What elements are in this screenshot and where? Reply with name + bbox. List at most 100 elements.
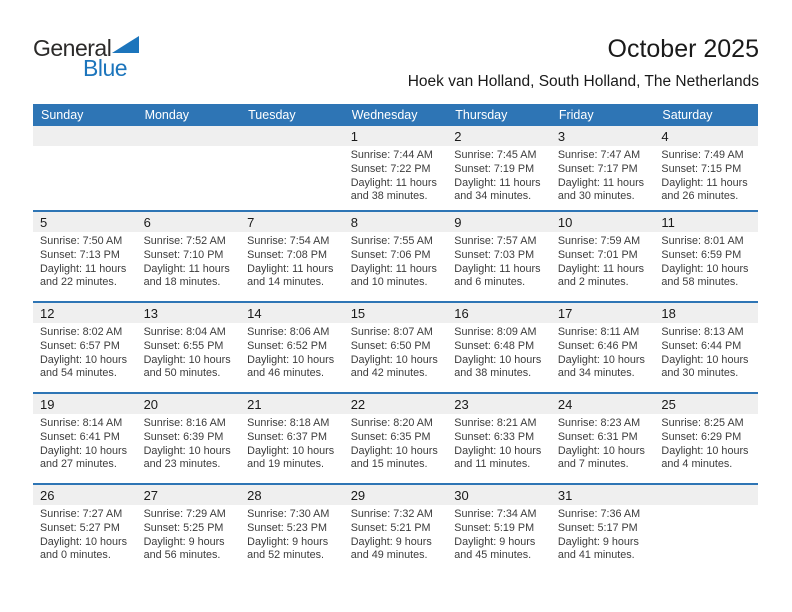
day-number: 4 (661, 129, 669, 144)
empty-day-cell (654, 485, 758, 574)
daylight-text-line2: and 7 minutes. (557, 458, 629, 471)
daylight-text-line1: Daylight: 11 hours (143, 262, 230, 275)
day-details: Sunrise: 8:23 AM Sunset: 6:31 PM Daylight:… (551, 414, 655, 472)
day-number-band: 15 (343, 303, 448, 323)
daylight-text-line2: and 46 minutes. (247, 367, 324, 380)
daylight-text-line1: Daylight: 11 hours (247, 262, 334, 275)
sunset-text: Sunset: 6:35 PM (350, 430, 431, 443)
daylight-text-line1: Daylight: 11 hours (661, 176, 748, 189)
daylight-text-line2: and 18 minutes. (143, 276, 221, 289)
day-number-band: 12 (33, 303, 137, 323)
daylight-text-line2: and 56 minutes. (143, 549, 221, 562)
day-number-band: 25 (654, 394, 758, 414)
daylight-text-line2: and 42 minutes. (350, 367, 428, 380)
sunrise-text: Sunrise: 8:21 AM (454, 417, 537, 429)
day-cell-27: 27 Sunrise: 7:29 AM Sunset: 5:25 PM Dayligh… (136, 485, 241, 574)
sunrise-text: Sunrise: 7:44 AM (350, 149, 433, 161)
day-details: Sunrise: 7:44 AM Sunset: 7:22 PM Daylight:… (344, 146, 448, 204)
day-cell-9: 9 Sunrise: 7:57 AM Sunset: 7:03 PM Daylight… (447, 212, 551, 301)
day-cell-11: 11 Sunrise: 8:01 AM Sunset: 6:59 PM Dayligh… (654, 212, 758, 301)
sunset-text: Sunset: 6:44 PM (661, 339, 742, 352)
sunrise-text: Sunrise: 7:32 AM (350, 508, 433, 520)
day-details: Sunrise: 7:52 AM Sunset: 7:10 PM Daylight:… (137, 232, 241, 290)
sunset-text: Sunset: 6:46 PM (557, 339, 638, 352)
day-number-band: 9 (447, 212, 551, 232)
day-cell-26: 26 Sunrise: 7:27 AM Sunset: 5:27 PM Dayligh… (33, 485, 137, 574)
daylight-text-line1: Daylight: 11 hours (557, 176, 645, 189)
daylight-text-line1: Daylight: 9 hours (557, 535, 639, 548)
day-details: Sunrise: 7:36 AM Sunset: 5:17 PM Daylight:… (551, 505, 655, 563)
day-number: 17 (557, 306, 573, 321)
day-details: Sunrise: 8:16 AM Sunset: 6:39 PM Daylight:… (137, 414, 241, 472)
day-number-band: 30 (447, 485, 551, 505)
sunrise-text: Sunrise: 8:18 AM (247, 417, 330, 429)
day-details: Sunrise: 8:14 AM Sunset: 6:41 PM Daylight:… (33, 414, 137, 472)
week-row: 5 Sunrise: 7:50 AM Sunset: 7:13 PM Daylight… (33, 210, 758, 301)
day-header-saturday: Saturday (662, 108, 713, 122)
day-number: 1 (350, 129, 358, 144)
sunset-text: Sunset: 6:31 PM (557, 430, 638, 443)
day-number: 27 (143, 488, 159, 503)
sunrise-text: Sunrise: 7:36 AM (557, 508, 641, 520)
day-number-band (654, 485, 758, 505)
daylight-text-line2: and 4 minutes. (661, 458, 733, 471)
day-details: Sunrise: 7:47 AM Sunset: 7:17 PM Daylight:… (551, 146, 655, 204)
daylight-text-line1: Daylight: 10 hours (40, 353, 128, 366)
day-cell-24: 24 Sunrise: 8:23 AM Sunset: 6:31 PM Dayligh… (550, 394, 655, 483)
day-cell-6: 6 Sunrise: 7:52 AM Sunset: 7:10 PM Daylight… (136, 212, 241, 301)
daylight-text-line2: and 15 minutes. (350, 458, 428, 471)
sunset-text: Sunset: 5:19 PM (454, 521, 535, 534)
day-number-band: 10 (550, 212, 655, 232)
day-number-band: 6 (136, 212, 241, 232)
day-details: Sunrise: 8:20 AM Sunset: 6:35 PM Daylight:… (344, 414, 448, 472)
day-number: 15 (350, 306, 366, 321)
sunset-text: Sunset: 6:33 PM (454, 430, 535, 443)
day-cell-2: 2 Sunrise: 7:45 AM Sunset: 7:19 PM Daylight… (447, 126, 551, 210)
week-row: 12 Sunrise: 8:02 AM Sunset: 6:57 PM Dayligh… (33, 301, 758, 392)
daylight-text-line2: and 45 minutes. (454, 549, 532, 562)
day-number-band: 22 (343, 394, 448, 414)
day-details: Sunrise: 8:18 AM Sunset: 6:37 PM Daylight:… (240, 414, 344, 472)
sunrise-text: Sunrise: 7:34 AM (454, 508, 537, 520)
daylight-text-line1: Daylight: 11 hours (454, 262, 541, 275)
sunrise-text: Sunrise: 8:20 AM (350, 417, 433, 429)
day-header-sunday: Sunday (41, 108, 84, 122)
day-number: 2 (454, 129, 462, 144)
day-cell-21: 21 Sunrise: 8:18 AM Sunset: 6:37 PM Dayligh… (240, 394, 344, 483)
daylight-text-line2: and 49 minutes. (350, 549, 428, 562)
day-cell-17: 17 Sunrise: 8:11 AM Sunset: 6:46 PM Dayligh… (550, 303, 655, 392)
day-details: Sunrise: 8:02 AM Sunset: 6:57 PM Daylight:… (33, 323, 137, 381)
day-number: 14 (247, 306, 262, 321)
week-row: 26 Sunrise: 7:27 AM Sunset: 5:27 PM Dayligh… (33, 483, 758, 574)
day-number-band: 20 (136, 394, 241, 414)
daylight-text-line1: Daylight: 10 hours (661, 444, 749, 457)
day-details: Sunrise: 8:01 AM Sunset: 6:59 PM Daylight:… (654, 232, 758, 290)
daylight-text-line1: Daylight: 11 hours (454, 176, 541, 189)
daylight-text-line1: Daylight: 10 hours (350, 353, 438, 366)
day-header-row: Sunday Monday Tuesday Wednesday Thursday Frid… (33, 104, 758, 126)
day-number-band: 27 (136, 485, 241, 505)
day-cell-30: 30 Sunrise: 7:34 AM Sunset: 5:19 PM Dayligh… (447, 485, 551, 574)
sunrise-text: Sunrise: 7:50 AM (40, 235, 123, 247)
sunrise-text: Sunrise: 7:55 AM (350, 235, 433, 247)
day-number: 8 (350, 215, 358, 230)
daylight-text-line2: and 23 minutes. (143, 458, 221, 471)
day-cell-15: 15 Sunrise: 8:07 AM Sunset: 6:50 PM Dayligh… (343, 303, 448, 392)
day-cell-8: 8 Sunrise: 7:55 AM Sunset: 7:06 PM Daylight… (343, 212, 448, 301)
day-details: Sunrise: 7:59 AM Sunset: 7:01 PM Daylight:… (551, 232, 655, 290)
daylight-text-line1: Daylight: 11 hours (350, 176, 437, 189)
day-number: 12 (40, 306, 55, 321)
daylight-text-line1: Daylight: 11 hours (40, 262, 127, 275)
daylight-text-line1: Daylight: 10 hours (661, 353, 749, 366)
daylight-text-line2: and 22 minutes. (40, 276, 117, 289)
day-number-band: 7 (240, 212, 344, 232)
day-number: 25 (661, 397, 676, 412)
sunset-text: Sunset: 6:29 PM (661, 430, 742, 443)
sunrise-text: Sunrise: 7:30 AM (247, 508, 330, 520)
day-number-band (136, 126, 241, 146)
logo-text-blue: Blue (83, 55, 128, 81)
location-subtitle: Hoek van Holland, South Holland, The Net… (407, 73, 759, 90)
sunset-text: Sunset: 7:22 PM (350, 162, 431, 175)
logo-triangle-icon (112, 36, 140, 58)
sunset-text: Sunset: 7:10 PM (143, 248, 224, 261)
